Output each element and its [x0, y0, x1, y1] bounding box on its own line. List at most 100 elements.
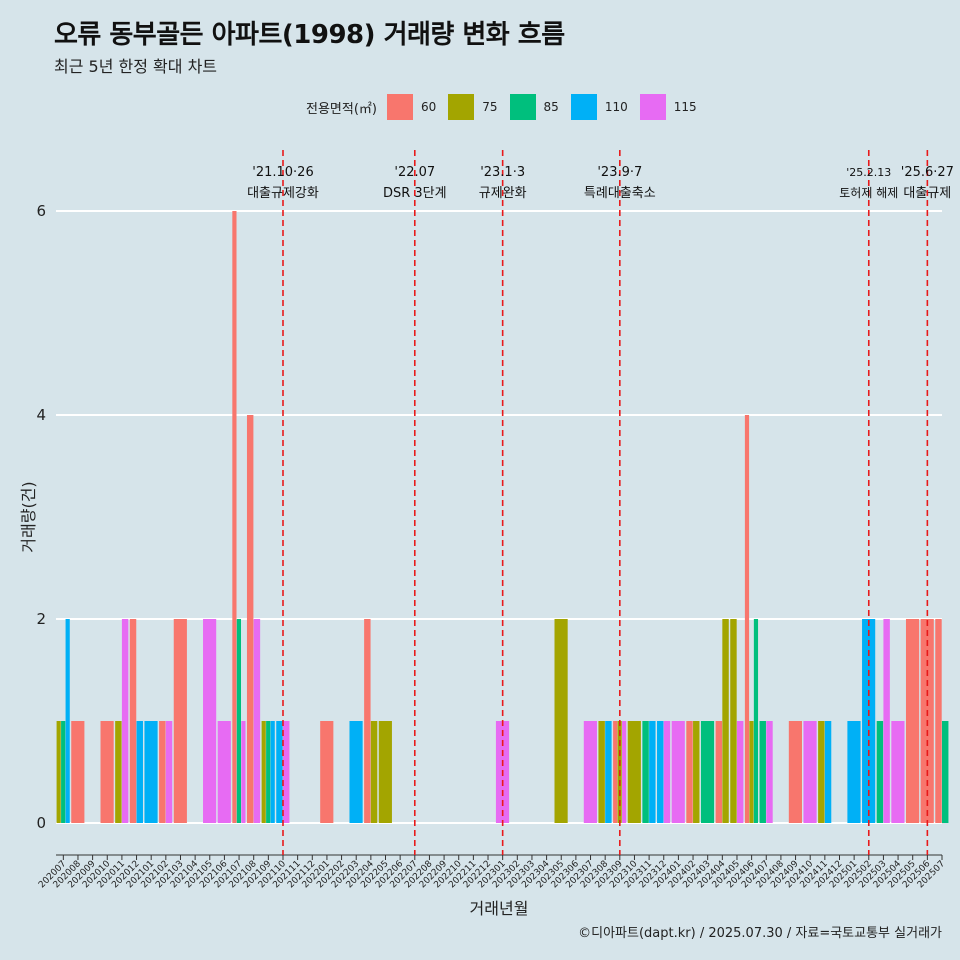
bar-75-202405 [730, 619, 737, 823]
bar-85-202007 [61, 721, 66, 823]
bar-60-202201 [320, 721, 334, 823]
x-axis-title: 거래년월 [470, 899, 529, 918]
bar-115-202108 [253, 619, 261, 823]
event-name-label: 대출규제 [903, 186, 951, 201]
source-caption: ©디아파트(dapt.kr) / 2025.07.30 / 자료=국토교통부 실… [578, 926, 942, 941]
bar-115-202105 [203, 619, 217, 823]
bar-60-202409 [788, 721, 802, 823]
chart-title: 오류 동부골든 아파트(1998) 거래량 변화 흐름 [54, 20, 565, 50]
bar-75-202007 [56, 721, 61, 823]
bar-85-202109 [266, 721, 271, 823]
bar-85-202311 [642, 721, 649, 823]
bar-60-202107 [232, 211, 237, 823]
bar-110-202012 [136, 721, 143, 823]
event-name-label: 대출규제강화 [247, 186, 319, 201]
bar-115-202307 [583, 721, 597, 823]
bar-85-202403 [700, 721, 715, 823]
legend-label-75: 75 [482, 100, 498, 114]
bar-60-202102 [159, 721, 166, 823]
bar-115-202011 [121, 619, 129, 823]
legend-swatch-60 [386, 94, 413, 120]
bar-75-202402 [693, 721, 700, 823]
bar-75-202204 [370, 721, 378, 823]
bar-75-202406 [749, 721, 754, 823]
bar-85-202406 [753, 619, 759, 823]
bar-110-202312 [657, 721, 664, 823]
bar-75-202308 [598, 721, 605, 823]
y-tick-label: 6 [36, 202, 46, 220]
bar-110-202007 [65, 619, 70, 823]
y-tick-label: 2 [36, 610, 46, 628]
y-axis-title: 거래량(건) [19, 481, 38, 552]
bar-85-202503 [876, 721, 884, 823]
bar-85-202507 [942, 721, 949, 823]
bar-110-202101 [144, 721, 158, 823]
bar-75-202310 [627, 721, 641, 823]
bar-60-202507 [935, 619, 942, 823]
bar-60-202012 [129, 619, 137, 823]
bar-110-202110 [276, 721, 283, 823]
bar-60-202505 [905, 619, 920, 823]
legend-swatch-110 [570, 94, 597, 120]
bar-60-202402 [686, 721, 693, 823]
legend-item-110: 110 [570, 94, 628, 120]
bar-115-202106 [217, 721, 231, 823]
bar-60-202108 [246, 415, 254, 823]
bar-110-202501 [847, 721, 861, 823]
bar-75-202411 [818, 721, 825, 823]
bar-115-202309 [622, 721, 627, 823]
bar-75-202305 [554, 619, 568, 823]
legend-label-60: 60 [420, 100, 437, 114]
legend-swatch-75 [448, 94, 475, 120]
event-date-label: '21.10·26 [252, 165, 313, 180]
bar-85-202107 [236, 619, 242, 823]
legend-label-85: 85 [543, 100, 559, 114]
bar-75-202011 [115, 721, 122, 823]
event-name-label: DSR 3단계 [383, 186, 447, 201]
bar-60-202406 [744, 415, 750, 823]
bar-115-202312 [663, 721, 671, 823]
bar-75-202109 [261, 721, 266, 823]
bar-60-202309 [613, 721, 618, 823]
bar-115-202102 [165, 721, 173, 823]
bar-110-202311 [649, 721, 656, 823]
event-name-label: 규제완화 [479, 186, 527, 201]
event-name-label: 특례대출축소 [584, 186, 656, 201]
legend: 전용면적(㎡) 60 75 85 110 115 [306, 92, 709, 122]
bar-115-202410 [803, 721, 817, 823]
bar-115-202110 [282, 721, 290, 823]
bar-115-202107 [241, 721, 246, 823]
bar-110-202203 [349, 721, 363, 823]
event-date-label: '25.2.13 [846, 166, 891, 179]
event-date-label: '23.1·3 [480, 165, 525, 180]
legend-swatch-85 [509, 94, 536, 120]
bar-110-202109 [270, 721, 275, 823]
legend-label-115: 115 [673, 100, 697, 114]
bar-60-202404 [715, 721, 723, 823]
bar-115-202401 [671, 721, 685, 823]
legend-swatch-115 [639, 94, 666, 120]
bar-115-202504 [891, 721, 905, 823]
legend-item-75: 75 [448, 94, 498, 120]
bar-60-202204 [364, 619, 371, 823]
bar-115-202407 [766, 721, 773, 823]
event-date-label: '22.07 [394, 165, 435, 180]
bar-85-202407 [759, 721, 766, 823]
bar-60-202010 [100, 721, 114, 823]
chart-subtitle: 최근 5년 한정 확대 차트 [54, 57, 218, 76]
bar-110-202308 [605, 721, 612, 823]
bar-115-202503 [883, 619, 890, 823]
bar-75-202404 [722, 619, 729, 823]
legend-title: 전용면적(㎡) [306, 101, 377, 117]
legend-label-110: 110 [604, 100, 628, 114]
legend-item-115: 115 [639, 94, 697, 120]
bar-115-202405 [736, 721, 744, 823]
event-date-label: '25.6·27 [901, 165, 954, 180]
legend-item-60: 60 [386, 94, 437, 120]
y-tick-label: 0 [36, 814, 46, 832]
bar-60-202008 [71, 721, 85, 823]
bar-75-202205 [378, 721, 392, 823]
y-tick-label: 4 [36, 406, 46, 424]
bar-110-202411 [824, 721, 832, 823]
